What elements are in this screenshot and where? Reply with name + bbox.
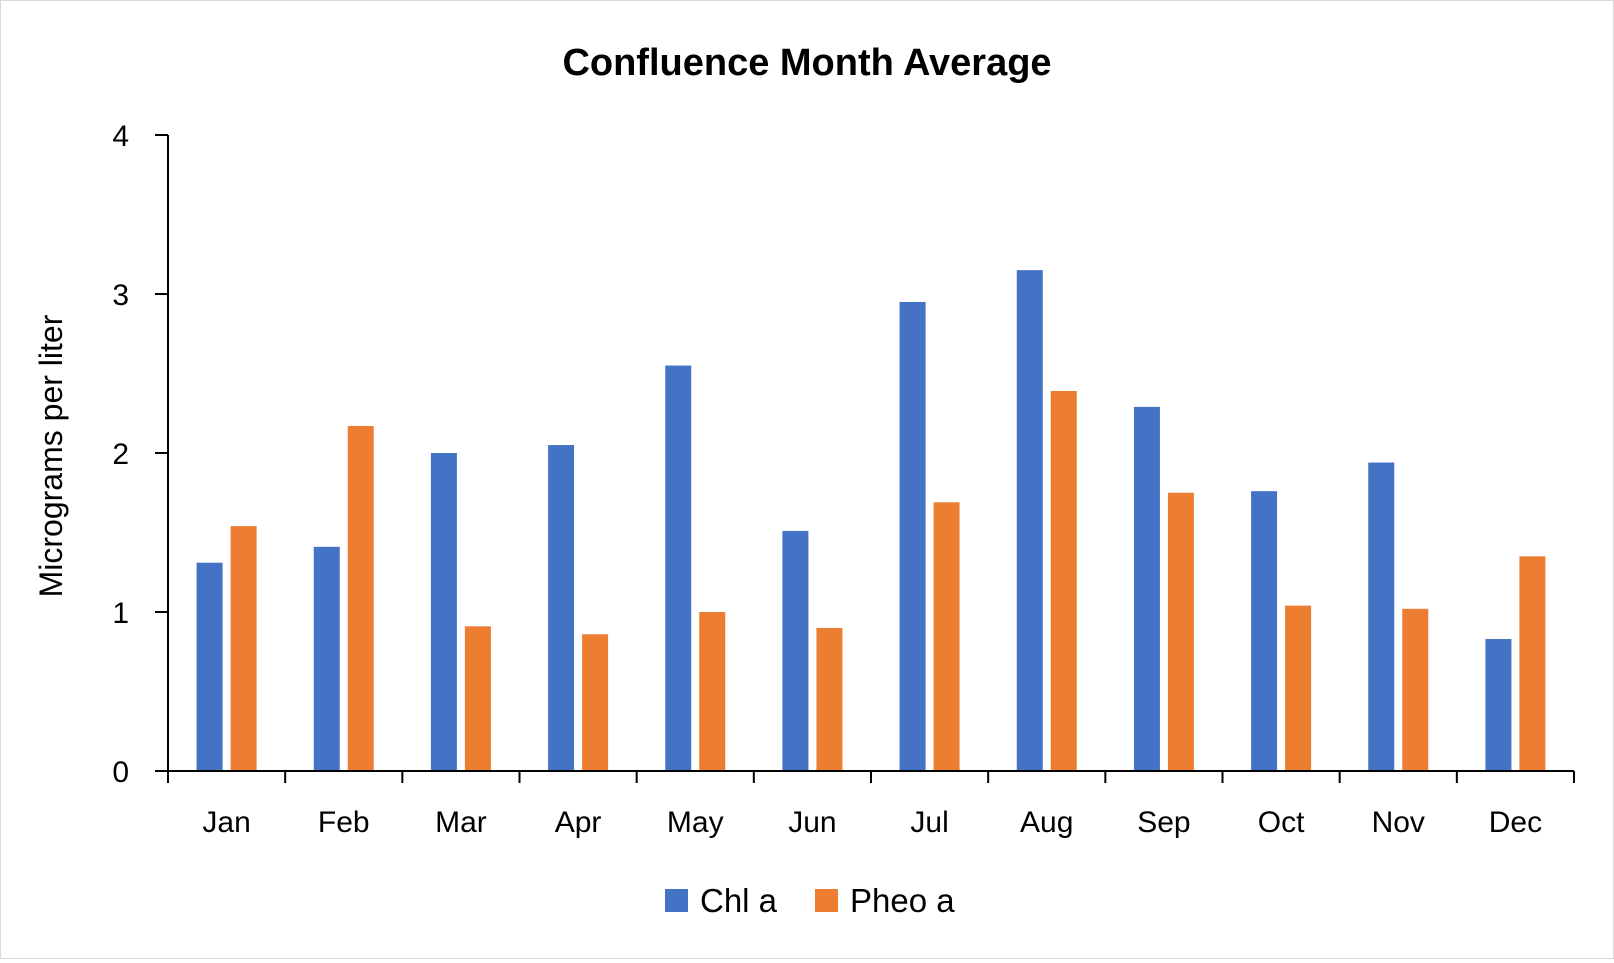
y-tick-label: 4 [112, 120, 129, 153]
x-tick-label-may: May [667, 806, 724, 839]
bar-pheo-a-jun [816, 627, 843, 771]
x-tick-label-oct: Oct [1258, 806, 1305, 839]
legend-label-pheo-a: Pheo a [850, 882, 955, 919]
bar-pheo-a-oct [1285, 605, 1312, 771]
bar-pheo-a-sep [1167, 492, 1194, 771]
x-tick-label-nov: Nov [1372, 806, 1425, 839]
bar-pheo-a-mar [464, 626, 491, 771]
axes-layer: 0 1 2 3 4 Jan Feb Mar Apr May Jun Jul Aug Sep Oct Nov De… [112, 120, 1575, 839]
bar-chl-a-may [665, 365, 692, 771]
legend-swatch-pheo-a [815, 889, 838, 912]
legend-label-chl-a: Chl a [700, 882, 778, 919]
bar-pheo-a-aug [1050, 390, 1077, 771]
x-tick-label-jan: Jan [202, 806, 250, 839]
bar-chl-a-apr [548, 445, 575, 771]
x-tick-label-jun: Jun [788, 806, 836, 839]
x-tick-label-apr: Apr [555, 806, 602, 839]
bar-chl-a-jul [899, 301, 926, 771]
x-tick-label-feb: Feb [318, 806, 370, 839]
y-tick-label: 3 [112, 279, 129, 312]
bar-chl-a-nov [1368, 462, 1395, 771]
bar-chl-a-dec [1485, 639, 1512, 771]
bar-chl-a-jan [196, 562, 223, 771]
x-tick-label-aug: Aug [1020, 806, 1073, 839]
chart-title: Confluence Month Average [562, 42, 1051, 84]
y-tick-label: 1 [112, 597, 129, 630]
bar-chl-a-jun [782, 530, 809, 771]
bar-pheo-a-jan [230, 526, 257, 771]
bar-pheo-a-jul [933, 502, 960, 771]
x-tick-label-sep: Sep [1137, 806, 1190, 839]
bar-pheo-a-may [699, 612, 726, 771]
legend-swatch-chl-a [665, 889, 688, 912]
legend: Chl a Pheo a [665, 882, 955, 919]
bar-pheo-a-dec [1519, 556, 1546, 771]
bars-layer [196, 270, 1546, 771]
x-tick-label-mar: Mar [435, 806, 487, 839]
bar-pheo-a-apr [582, 634, 609, 771]
y-tick-label: 0 [112, 756, 129, 789]
bar-pheo-a-nov [1402, 608, 1429, 771]
bar-chl-a-feb [313, 546, 340, 771]
bar-chl-a-oct [1251, 491, 1278, 771]
bar-pheo-a-feb [347, 425, 374, 771]
y-axis-title: Micrograms per liter [33, 314, 69, 597]
x-tick-label-jul: Jul [910, 806, 948, 839]
bar-chl-a-aug [1016, 270, 1043, 771]
x-tick-label-dec: Dec [1489, 806, 1542, 839]
bar-chl-a-sep [1133, 406, 1160, 771]
y-tick-label: 2 [112, 438, 129, 471]
bar-chl-a-mar [430, 453, 457, 771]
